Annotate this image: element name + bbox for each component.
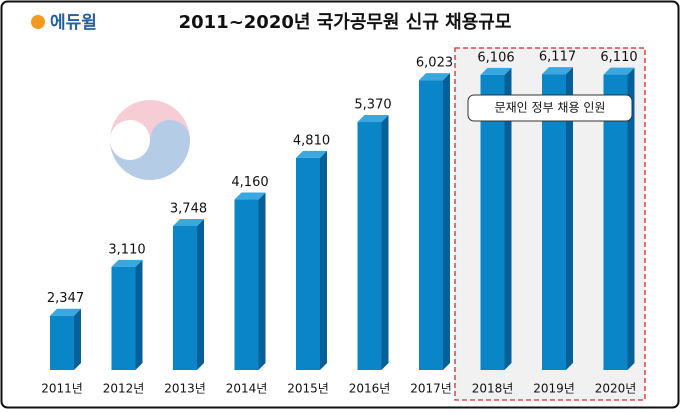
emblem: [110, 100, 190, 180]
bar-top: [50, 308, 81, 316]
bar: [50, 315, 74, 370]
value-label: 6,023: [416, 56, 453, 71]
value-label: 6,110: [600, 50, 637, 65]
bar: [296, 157, 320, 370]
chart-title: 2011~2020년 국가공무원 신규 채용규모: [179, 12, 512, 33]
value-label: 3,110: [108, 242, 145, 257]
value-label: 2,347: [47, 291, 84, 306]
bar-top: [480, 67, 512, 75]
value-label: 4,160: [231, 175, 268, 190]
logo: 에듀윌: [31, 13, 97, 33]
value-label: 6,117: [539, 50, 576, 65]
bar: [234, 199, 259, 370]
bar-side: [197, 218, 204, 370]
bar-side: [443, 73, 450, 370]
bar-top: [357, 115, 389, 123]
bar-side: [74, 308, 81, 370]
x-tick-label: 2011년: [41, 382, 83, 396]
x-tick-label: 2016년: [349, 382, 391, 396]
bar-side: [627, 67, 635, 371]
bar: [603, 74, 628, 371]
x-tick-label: 2015년: [287, 382, 329, 396]
x-tick-label: 2013년: [164, 382, 206, 396]
value-label: 3,748: [170, 201, 207, 216]
bar-top: [173, 218, 204, 226]
bar-side: [258, 192, 266, 370]
bar-top: [542, 67, 573, 75]
x-tick-label: 2017년: [410, 382, 452, 396]
value-label: 4,810: [293, 133, 330, 148]
value-label: 6,106: [477, 50, 514, 65]
bar-top: [296, 150, 327, 158]
value-label: 5,370: [354, 98, 391, 113]
logo-text: 에듀윌: [50, 13, 97, 33]
bar: [111, 266, 136, 370]
bar-side: [566, 67, 573, 371]
x-tick-label: 2019년: [533, 382, 575, 396]
bar: [542, 74, 566, 371]
bar-side: [504, 67, 512, 371]
bar: [357, 122, 382, 371]
bar: [419, 80, 443, 370]
x-tick-label: 2020년: [595, 382, 637, 396]
bar: [480, 74, 505, 371]
x-tick-label: 2012년: [103, 382, 145, 396]
x-tick-label: 2014년: [226, 382, 268, 396]
bar-side: [135, 259, 143, 370]
annotation-box: [467, 94, 633, 122]
bar-top: [419, 73, 450, 81]
bar-top: [603, 67, 635, 75]
bar-top: [111, 259, 143, 267]
annotation: 문재인 정부 채용 인원: [495, 101, 606, 115]
x-tick-label: 2018년: [472, 382, 514, 396]
bar: [173, 225, 197, 370]
bar-side: [381, 115, 389, 371]
bar-side: [320, 150, 327, 370]
bar-top: [234, 192, 266, 200]
